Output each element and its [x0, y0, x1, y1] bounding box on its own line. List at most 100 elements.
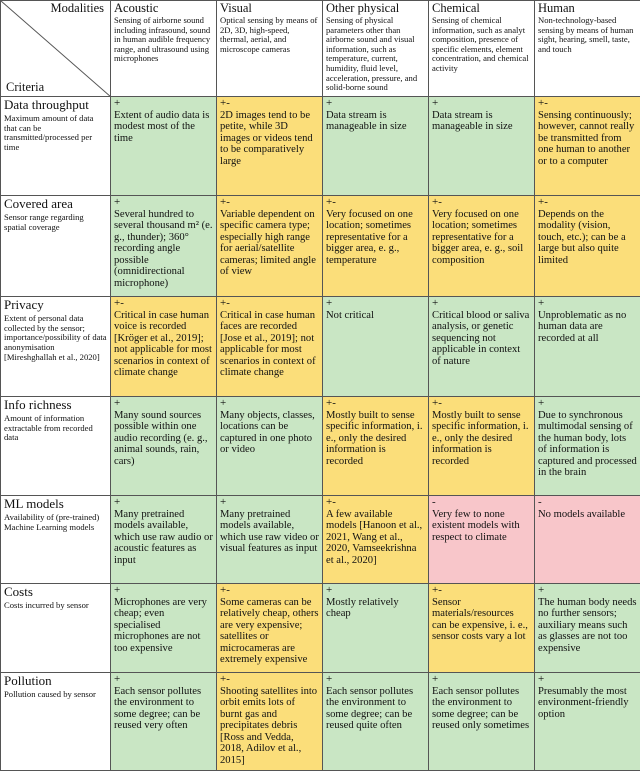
header-row: Modalities Criteria Acoustic Sensing of …	[0, 0, 640, 97]
column-title: Acoustic	[114, 1, 159, 15]
rating-symbol: +-	[538, 97, 548, 109]
row-description: Costs incurred by sensor	[4, 600, 89, 610]
rating-symbol: +-	[432, 196, 442, 208]
row-header: Info richness Amount of information extr…	[0, 396, 111, 496]
rating-cell-other-physical: +- Very focused on one location; sometime…	[322, 195, 429, 297]
rating-symbol: +	[326, 97, 333, 109]
rating-cell-visual: + Many objects, classes, locations can be…	[216, 396, 323, 496]
cell-text: Each sensor pollutes the environment to …	[432, 685, 530, 732]
cell-text: Critical in case human voice is recorded…	[114, 309, 212, 379]
rating-cell-acoustic: +- Critical in case human voice is record…	[110, 296, 217, 397]
rating-symbol: +-	[326, 196, 336, 208]
corner-cell: Modalities Criteria	[0, 0, 111, 97]
rating-symbol: +-	[432, 584, 442, 596]
rating-cell-chemical: + Critical blood or saliva analysis, or g…	[428, 296, 535, 397]
rating-symbol: +	[432, 97, 439, 109]
row-description: Availability of (pre-trained) Machine Le…	[4, 512, 100, 532]
rating-symbol: +	[538, 584, 545, 596]
cell-text: Critical blood or saliva analysis, or ge…	[432, 309, 530, 367]
rating-symbol: +	[114, 496, 121, 508]
row-header: Covered area Sensor range regarding spat…	[0, 195, 111, 297]
rating-symbol: -	[538, 496, 542, 508]
cell-text: Due to synchronous multimodal sensing of…	[538, 409, 637, 479]
criteria-row-pollution: Pollution Pollution caused by sensor + Ea…	[0, 672, 640, 771]
rating-cell-human: + Presumably the most environment-friendl…	[534, 672, 640, 771]
row-header: Privacy Extent of personal data collecte…	[0, 296, 111, 397]
corner-diagonal	[1, 1, 110, 96]
cell-text: Mostly built to sense specific informati…	[432, 409, 529, 467]
rating-cell-visual: +- Some cameras can be relatively cheap, …	[216, 583, 323, 673]
rating-symbol: +	[114, 97, 121, 109]
cell-text: Variable dependent on specific camera ty…	[220, 208, 316, 278]
column-header-chemical: Chemical Sensing of chemical information…	[428, 0, 535, 97]
rating-cell-visual: +- Shooting satellites into orbit emits l…	[216, 672, 323, 771]
cell-text: Many pretrained models available, which …	[114, 508, 213, 566]
column-header-acoustic: Acoustic Sensing of airborne sound inclu…	[110, 0, 217, 97]
rating-cell-chemical: +- Sensor materials/resources can be expe…	[428, 583, 535, 673]
row-title: Data throughput	[4, 97, 89, 112]
rating-cell-visual: +- 2D images tend to be petite, while 3D …	[216, 96, 323, 196]
row-description: Extent of personal data collected by the…	[4, 313, 107, 362]
cell-text: 2D images tend to be petite, while 3D im…	[220, 109, 313, 167]
column-header-other-physical: Other physical Sensing of physical param…	[322, 0, 429, 97]
rating-cell-visual: + Many pretrained models available, which…	[216, 495, 323, 584]
row-description: Sensor range regarding spatial coverage	[4, 212, 84, 232]
column-description: Sensing of chemical information, such as…	[432, 15, 529, 73]
rating-cell-chemical: + Data stream is manageable in size	[428, 96, 535, 196]
rating-cell-chemical: +- Very focused on one location; sometime…	[428, 195, 535, 297]
rating-cell-human: - No models available	[534, 495, 640, 584]
cell-text: Mostly built to sense specific informati…	[326, 409, 423, 467]
column-description: Non-technology-based sensing by means of…	[538, 15, 634, 54]
column-title: Chemical	[432, 1, 480, 15]
cell-text: Some cameras can be relatively cheap, ot…	[220, 596, 319, 666]
cell-text: Several hundred to several thousand m² (…	[114, 208, 213, 290]
rating-cell-acoustic: + Many pretrained models available, which…	[110, 495, 217, 584]
rating-cell-acoustic: + Extent of audio data is modest most of …	[110, 96, 217, 196]
rating-symbol: +	[114, 584, 121, 596]
rating-cell-other-physical: +- A few available models [Hanoon et al.,…	[322, 495, 429, 584]
cell-text: The human body needs no further sensors;…	[538, 596, 637, 654]
cell-text: Very few to none existent models with re…	[432, 508, 520, 543]
cell-text: Very focused on one location; sometimes …	[326, 208, 413, 266]
cell-text: Very focused on one location; sometimes …	[432, 208, 524, 266]
rating-symbol: +	[326, 584, 333, 596]
row-description: Pollution caused by sensor	[4, 689, 96, 699]
cell-text: Unproblematic as no human data are recor…	[538, 309, 627, 344]
rating-symbol: +	[538, 297, 545, 309]
rating-cell-human: + The human body needs no further sensors…	[534, 583, 640, 673]
rating-symbol: +	[326, 673, 333, 685]
rating-symbol: +	[326, 297, 333, 309]
cell-text: No models available	[538, 508, 626, 520]
rating-symbol: +	[432, 297, 439, 309]
criteria-row-data-throughput: Data throughput Maximum amount of data t…	[0, 96, 640, 196]
cell-text: Many pretrained models available, which …	[220, 508, 319, 555]
rating-cell-acoustic: + Each sensor pollutes the environment to…	[110, 672, 217, 771]
row-title: Info richness	[4, 397, 72, 412]
rating-cell-other-physical: + Each sensor pollutes the environment to…	[322, 672, 429, 771]
cell-text: Critical in case human faces are recorde…	[220, 309, 316, 379]
rating-symbol: +	[432, 673, 439, 685]
rating-symbol: +	[538, 673, 545, 685]
rating-cell-visual: +- Critical in case human faces are recor…	[216, 296, 323, 397]
column-title: Visual	[220, 1, 252, 15]
rating-cell-human: + Unproblematic as no human data are reco…	[534, 296, 640, 397]
cell-text: Data stream is manageable in size	[326, 109, 407, 133]
rating-symbol: +-	[220, 584, 230, 596]
rating-cell-chemical: - Very few to none existent models with r…	[428, 495, 535, 584]
cell-text: Many objects, classes, locations can be …	[220, 409, 315, 456]
row-title: Costs	[4, 584, 33, 599]
criteria-row-covered-area: Covered area Sensor range regarding spat…	[0, 195, 640, 297]
rating-cell-chemical: +- Mostly built to sense specific informa…	[428, 396, 535, 496]
cell-text: Extent of audio data is modest most of t…	[114, 109, 210, 144]
row-title: Pollution	[4, 673, 52, 688]
rating-symbol: +	[114, 673, 121, 685]
rating-symbol: +-	[432, 397, 442, 409]
row-header: Data throughput Maximum amount of data t…	[0, 96, 111, 196]
row-header: Pollution Pollution caused by sensor	[0, 672, 111, 771]
rating-cell-acoustic: + Microphones are very cheap; even specia…	[110, 583, 217, 673]
row-title: Privacy	[4, 297, 44, 312]
column-title: Human	[538, 1, 575, 15]
cell-text: Sensing continuously; however, cannot re…	[538, 109, 635, 167]
rating-symbol: +-	[326, 496, 336, 508]
cell-text: A few available models [Hanoon et al., 2…	[326, 508, 423, 566]
